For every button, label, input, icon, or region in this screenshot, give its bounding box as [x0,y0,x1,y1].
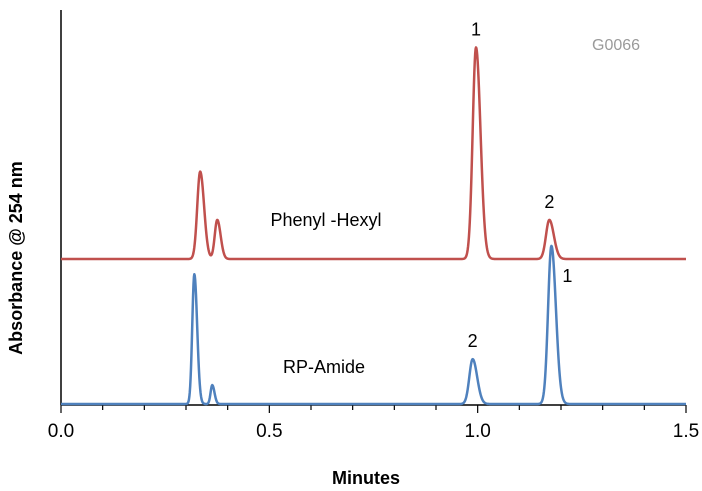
x-tick-label: 0.0 [48,421,74,442]
peak-label: 2 [544,192,554,212]
series-line-0 [60,46,687,261]
series-name-label: RP-Amide [283,357,365,377]
x-axis-title: Minutes [332,468,400,488]
peak-label: 1 [562,266,572,286]
peak-label: 2 [468,331,478,351]
labels-layer: Phenyl -Hexyl 1 2 RP-Amide 2 1 [270,19,572,377]
x-tick-labels: 0.0 0.5 1.0 1.5 [48,421,699,442]
series-name-label: Phenyl -Hexyl [270,210,381,230]
y-axis-title: Absorbance @ 254 nm [6,161,26,355]
peak-label: 1 [471,19,481,39]
series-line-1 [60,244,687,406]
x-tick-label: 1.0 [464,421,490,442]
series-layer [60,46,687,406]
x-tick-label: 0.5 [256,421,282,442]
x-ticks [60,405,687,413]
x-tick-label: 1.5 [673,421,699,442]
figure-code-label: G0066 [592,37,640,54]
